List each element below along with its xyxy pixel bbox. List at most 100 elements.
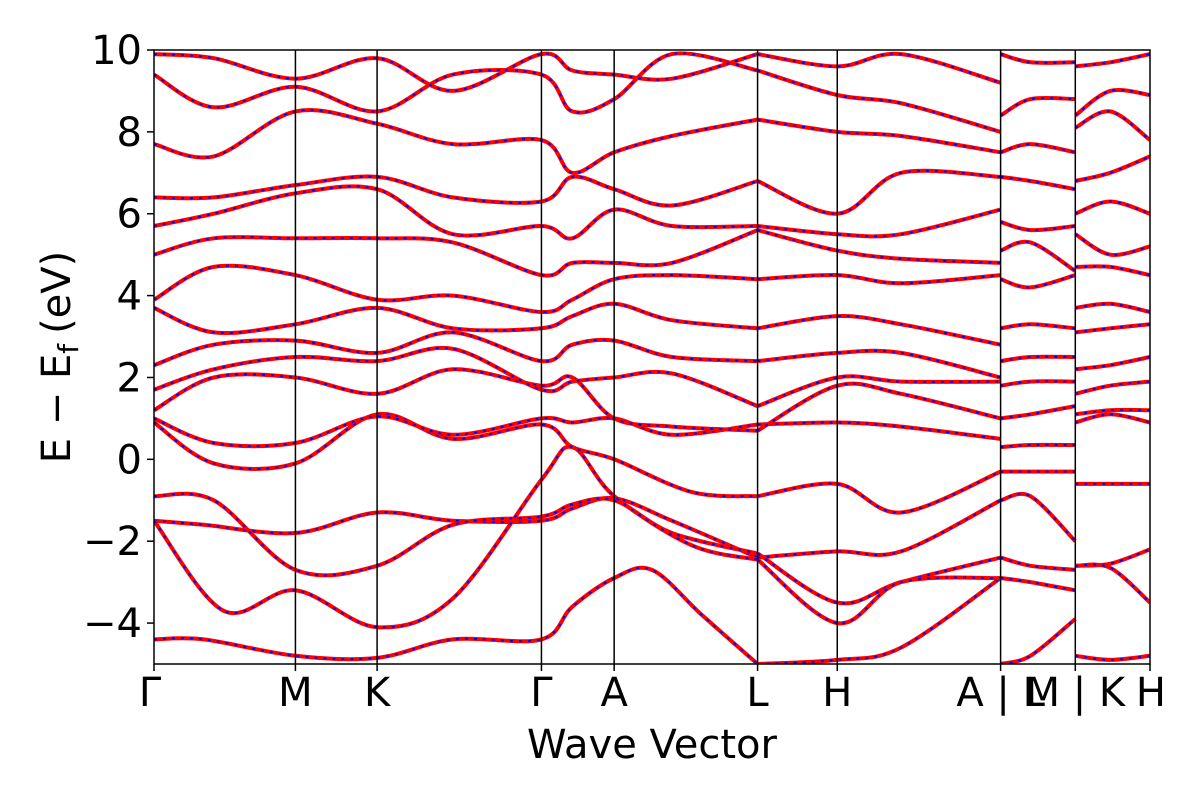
band-overlay-12-2: [1000, 220, 1076, 232]
band-overlay-7-2: [1000, 380, 1076, 387]
band-overlay-2-0: [154, 492, 758, 577]
band-line-15-2: [999, 95, 1076, 118]
x-tick-label-0: Γ: [139, 670, 162, 716]
band-line-13-3: [1074, 154, 1150, 183]
band-overlay-12-1: [757, 208, 1001, 238]
band-overlay-14-2: [1000, 143, 1076, 154]
band-line-2-3: [1075, 562, 1150, 605]
y-tick-label-3: 2: [117, 355, 142, 401]
band-line-13-0: [154, 174, 759, 208]
band-overlay-16-0: [154, 52, 758, 92]
band-overlay-15-3: [1074, 89, 1150, 117]
band-overlay-9-2: [1000, 323, 1076, 330]
band-overlay-4-1: [757, 470, 1001, 514]
band-line-6-0: [154, 367, 758, 433]
y-tick-label-1: −2: [83, 519, 142, 565]
band-line-5-0: [154, 414, 758, 449]
band-overlay-11-2: [1000, 240, 1076, 272]
high-symmetry-lines: [294, 50, 1077, 664]
band-overlay-6-0: [154, 368, 758, 432]
band-line-14-3: [1074, 109, 1150, 142]
y-tick-label-0: −4: [83, 601, 142, 647]
band-line-12-1: [757, 207, 1002, 239]
x-tick-label-5: L: [746, 670, 769, 716]
band-line-13-1: [756, 168, 1001, 216]
x-tick-label-1: M: [278, 670, 313, 716]
band-overlay-1-1: [757, 499, 1002, 559]
band-line-0-1: [757, 576, 1002, 664]
band-overlay-10-0: [154, 264, 758, 314]
band-overlay-14-1: [757, 118, 1001, 154]
y-tick-label-5: 6: [117, 192, 142, 238]
band-line-15-1: [757, 68, 1002, 134]
band-overlay-3-1: [756, 558, 1001, 625]
band-line-10-3: [1075, 264, 1150, 278]
band-overlay-8-0: [154, 331, 758, 367]
band-line-11-1: [757, 228, 1001, 265]
y-axis-label-subscript: f: [52, 343, 85, 354]
y-tick-label-2: 0: [117, 437, 142, 483]
band-overlay-8-1: [757, 349, 1001, 379]
y-tick-label-6: 8: [117, 110, 142, 156]
band-overlay-3-2: [1000, 577, 1076, 592]
y-tick-label-7: 10: [91, 28, 142, 74]
band-overlay-6-1: [757, 382, 1001, 432]
x-tick-label-2: K: [364, 670, 392, 716]
band-line-3-0: [154, 444, 759, 630]
band-line-0-0: [154, 565, 759, 664]
band-overlay-16-1: [757, 52, 1001, 84]
band-line-7-3: [1075, 355, 1150, 372]
y-axis-label-unit: (eV): [34, 251, 80, 334]
band-line-4-3: [1074, 412, 1150, 425]
x-tick-label-3: Γ: [530, 670, 553, 716]
band-overlay-15-1: [757, 69, 1001, 133]
band-line-14-0: [154, 108, 758, 175]
band-overlay-5-0: [154, 415, 758, 448]
band-line-11-3: [1074, 232, 1150, 257]
band-overlay-6-2: [1000, 405, 1076, 420]
x-tick-label-8: M | K: [1025, 670, 1126, 716]
band-line-12-3: [1074, 199, 1150, 216]
y-tick-label-4: 4: [117, 274, 142, 320]
band-line-2-1: [756, 551, 1002, 606]
plot-frame: [153, 49, 1151, 665]
y-axis-label: E − Ef (eV): [34, 251, 85, 464]
band-line-1-2: [1000, 491, 1077, 543]
y-axis-label-main: E − E: [34, 354, 80, 464]
band-line-9-3: [1075, 301, 1150, 314]
band-line-6-3: [1074, 379, 1150, 396]
band-overlay-2-3: [1075, 563, 1150, 604]
x-tick-label-9: H: [1136, 670, 1166, 716]
band-overlay-7-0: [154, 346, 758, 408]
band-line-8-3: [1075, 322, 1150, 335]
x-tick-label-7: A | L: [956, 670, 1045, 716]
band-line-7-1: [756, 374, 1001, 408]
band-overlay-9-1: [757, 315, 1001, 346]
band-line-16-3: [1075, 52, 1150, 69]
band-line-5-1: [757, 420, 1001, 441]
band-line-10-2: [999, 273, 1076, 290]
x-axis-label: Wave Vector: [527, 722, 778, 768]
band-overlay-0-2: [1000, 618, 1076, 664]
band-overlay-9-0: [154, 302, 758, 335]
band-line-9-1: [757, 314, 1002, 347]
band-overlay-11-0: [154, 229, 758, 277]
band-line-8-1: [757, 348, 1002, 380]
band-overlay-13-2: [1000, 175, 1076, 191]
band-overlay-11-3: [1074, 233, 1150, 256]
band-line-15-0: [154, 51, 759, 115]
band-overlay-3-0: [154, 445, 758, 629]
band-line-10-0: [154, 263, 758, 315]
band-overlay-13-0: [154, 175, 758, 207]
band-overlay-16-2: [1000, 53, 1076, 64]
band-overlay-8-2: [1000, 355, 1076, 363]
band-overlay-14-3: [1074, 110, 1150, 141]
band-overlay-5-3: [1075, 408, 1150, 416]
band-overlay-12-0: [154, 185, 758, 240]
band-overlay-12-3: [1074, 200, 1150, 215]
band-line-4-0: [154, 411, 758, 499]
x-tick-label-6: H: [822, 670, 852, 716]
band-overlay-5-1: [757, 421, 1001, 440]
